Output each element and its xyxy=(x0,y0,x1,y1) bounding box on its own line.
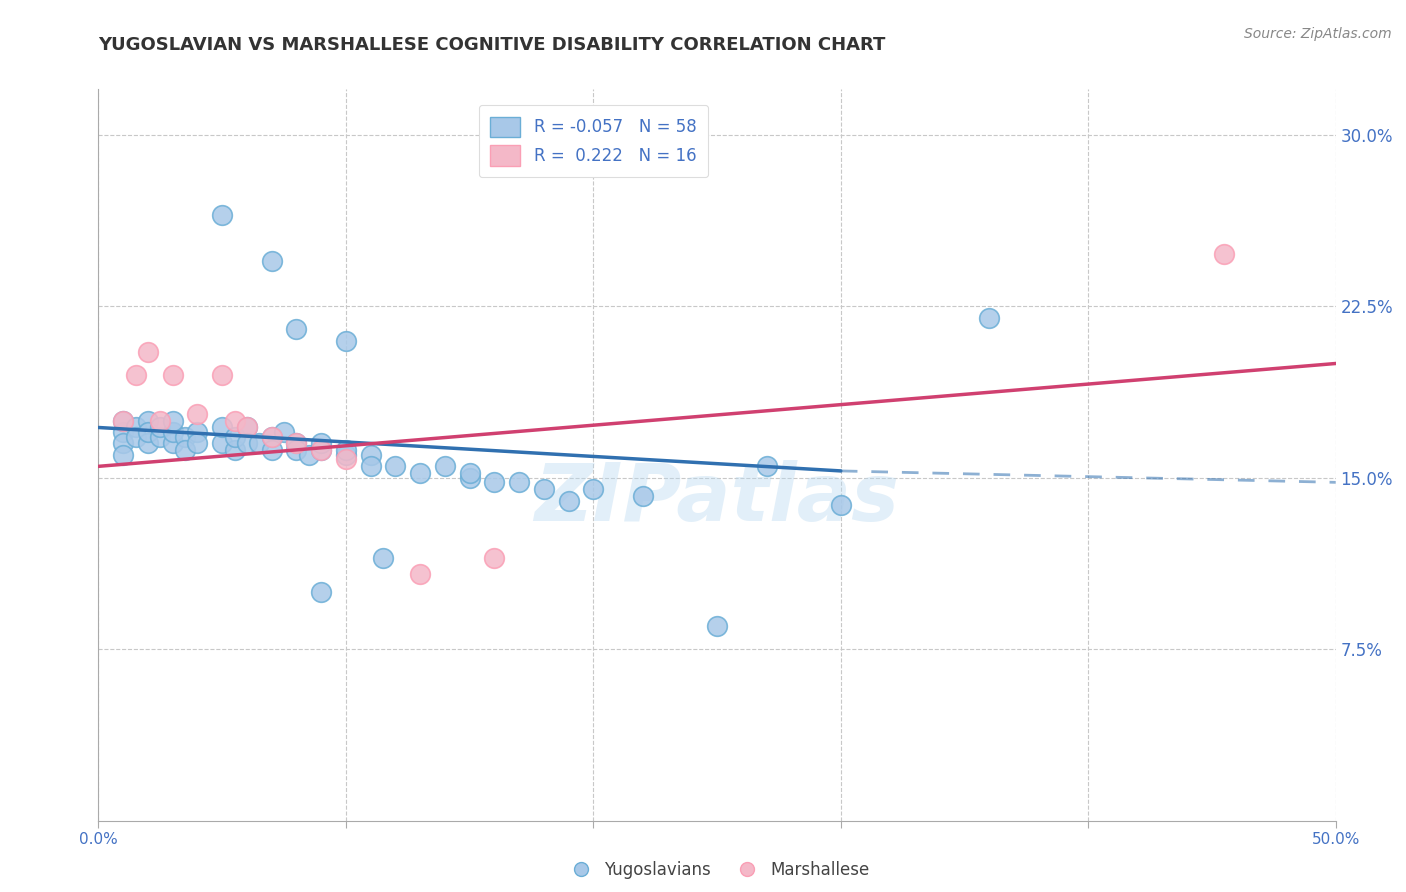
Point xyxy=(979,310,1001,325)
Point xyxy=(112,414,135,428)
Point xyxy=(273,425,295,439)
Point xyxy=(186,407,208,421)
Point xyxy=(260,443,283,458)
Point xyxy=(124,368,146,382)
Point xyxy=(631,489,654,503)
Point xyxy=(162,436,184,450)
Point xyxy=(830,498,852,512)
Legend: Yugoslavians, Marshallese: Yugoslavians, Marshallese xyxy=(557,855,877,886)
Point xyxy=(224,429,246,443)
Point xyxy=(112,414,135,428)
Text: ZIPatlas: ZIPatlas xyxy=(534,459,900,538)
Point xyxy=(371,550,394,565)
Point xyxy=(162,425,184,439)
Point xyxy=(335,443,357,458)
Point xyxy=(335,334,357,348)
Point xyxy=(136,436,159,450)
Point xyxy=(162,414,184,428)
Text: YUGOSLAVIAN VS MARSHALLESE COGNITIVE DISABILITY CORRELATION CHART: YUGOSLAVIAN VS MARSHALLESE COGNITIVE DIS… xyxy=(98,36,886,54)
Point xyxy=(149,414,172,428)
Point xyxy=(1213,246,1236,260)
Point xyxy=(755,459,778,474)
Point xyxy=(112,436,135,450)
Point xyxy=(309,585,332,599)
Point xyxy=(335,452,357,467)
Point xyxy=(112,425,135,439)
Point xyxy=(309,443,332,458)
Point xyxy=(508,475,530,490)
Point xyxy=(360,448,382,462)
Point xyxy=(149,429,172,443)
Point xyxy=(360,459,382,474)
Point xyxy=(458,471,481,485)
Point xyxy=(136,345,159,359)
Point xyxy=(174,443,197,458)
Point xyxy=(186,425,208,439)
Point xyxy=(211,368,233,382)
Point xyxy=(211,436,233,450)
Point xyxy=(224,443,246,458)
Point xyxy=(458,466,481,480)
Point xyxy=(260,253,283,268)
Point xyxy=(706,619,728,633)
Point xyxy=(384,459,406,474)
Point xyxy=(149,420,172,434)
Point xyxy=(260,429,283,443)
Point xyxy=(484,550,506,565)
Point xyxy=(298,448,321,462)
Point xyxy=(236,420,259,434)
Point xyxy=(285,443,308,458)
Point xyxy=(247,436,270,450)
Point xyxy=(533,482,555,496)
Point xyxy=(211,420,233,434)
Point xyxy=(409,566,432,581)
Point xyxy=(285,322,308,336)
Point xyxy=(136,414,159,428)
Point xyxy=(112,448,135,462)
Point xyxy=(335,448,357,462)
Point xyxy=(409,466,432,480)
Point xyxy=(285,436,308,450)
Point xyxy=(236,436,259,450)
Point xyxy=(236,420,259,434)
Text: Source: ZipAtlas.com: Source: ZipAtlas.com xyxy=(1244,27,1392,41)
Point xyxy=(582,482,605,496)
Point xyxy=(309,436,332,450)
Point xyxy=(433,459,456,474)
Point xyxy=(124,429,146,443)
Point xyxy=(484,475,506,490)
Point xyxy=(557,493,579,508)
Point xyxy=(174,429,197,443)
Point xyxy=(162,368,184,382)
Point xyxy=(136,425,159,439)
Point xyxy=(285,436,308,450)
Point xyxy=(260,429,283,443)
Point xyxy=(186,436,208,450)
Point xyxy=(309,443,332,458)
Point xyxy=(124,420,146,434)
Point xyxy=(224,414,246,428)
Point xyxy=(211,208,233,222)
